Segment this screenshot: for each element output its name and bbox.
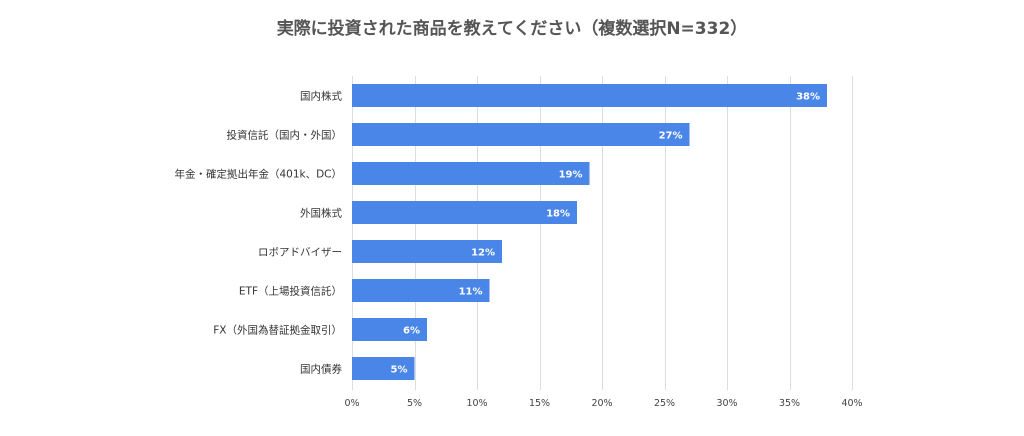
x-tick-label: 20%	[591, 398, 612, 409]
x-tick-label: 35%	[779, 398, 800, 409]
grid-layer	[352, 76, 853, 390]
bar	[352, 201, 577, 224]
data-label: 27%	[659, 131, 683, 142]
x-tick-label: 25%	[654, 398, 675, 409]
bar	[352, 279, 490, 302]
data-label: 11%	[459, 287, 483, 298]
bar	[352, 123, 690, 146]
bar	[352, 84, 827, 107]
data-label: 6%	[403, 326, 420, 337]
bar	[352, 318, 427, 341]
x-tick-label: 15%	[529, 398, 550, 409]
category-label: ロボアドバイザー	[258, 247, 342, 259]
category-label: 国内株式	[300, 90, 342, 103]
bar	[352, 240, 502, 263]
data-label: 5%	[391, 365, 408, 376]
category-label: 投資信託（国内・外国）	[227, 129, 343, 142]
label-layer: 0% 5% 10% 15% 20% 25% 30% 35% 40% 国内株式 38% 投資信託（国内・…	[174, 90, 862, 410]
category-label: 年金・確定拠出年金（401k、DC）	[174, 168, 342, 181]
x-tick-label: 0%	[344, 398, 359, 409]
x-tick-label: 30%	[716, 398, 737, 409]
x-tick-label: 10%	[466, 398, 487, 409]
bar-layer	[352, 84, 827, 380]
chart-title: 実際に投資された商品を教えてください（複数選択N=332）	[276, 19, 748, 39]
data-label: 38%	[796, 92, 820, 103]
category-label: ETF（上場投資信託）	[239, 285, 342, 298]
data-label: 18%	[546, 209, 570, 220]
category-label: 外国株式	[300, 207, 342, 220]
data-label: 19%	[559, 170, 583, 181]
data-label: 12%	[471, 248, 495, 259]
bar	[352, 357, 415, 380]
category-label: 国内債券	[300, 363, 342, 376]
x-tick-label: 40%	[841, 398, 862, 409]
category-label: FX（外国為替証拠金取引）	[213, 324, 342, 337]
bar	[352, 162, 590, 185]
x-tick-label: 5%	[407, 398, 422, 409]
